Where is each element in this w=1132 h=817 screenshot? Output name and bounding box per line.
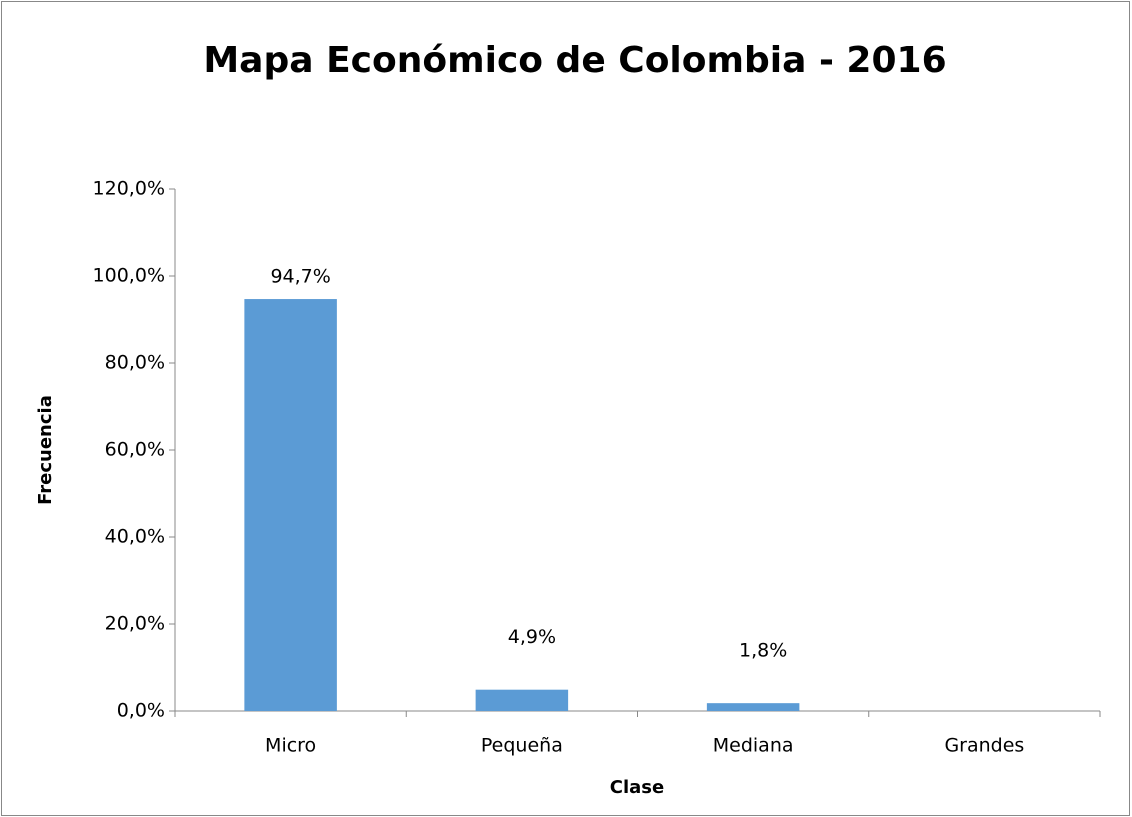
y-axis-label: Frecuencia — [35, 395, 56, 505]
y-tick-label: 120,0% — [93, 178, 165, 200]
chart-title: Mapa Económico de Colombia - 2016 — [203, 40, 946, 81]
y-tick-label: 40,0% — [105, 526, 165, 548]
bar — [475, 689, 569, 711]
x-tick-label: Grandes — [944, 735, 1024, 757]
y-tick-label: 20,0% — [105, 613, 165, 635]
y-tick-label: 0,0% — [117, 700, 165, 722]
bar — [706, 703, 800, 711]
x-tick-label: Micro — [265, 735, 316, 757]
y-tick-label: 60,0% — [105, 439, 165, 461]
x-axis-label: Clase — [610, 777, 664, 798]
x-tick-label: Mediana — [713, 735, 794, 757]
y-tick-label: 100,0% — [93, 265, 165, 287]
data-label: 1,8% — [739, 640, 787, 662]
x-tick-label: Pequeña — [481, 735, 563, 757]
y-tick-label: 80,0% — [105, 352, 165, 374]
data-label: 94,7% — [270, 266, 330, 288]
data-label: 4,9% — [508, 626, 556, 648]
bar — [244, 299, 337, 711]
